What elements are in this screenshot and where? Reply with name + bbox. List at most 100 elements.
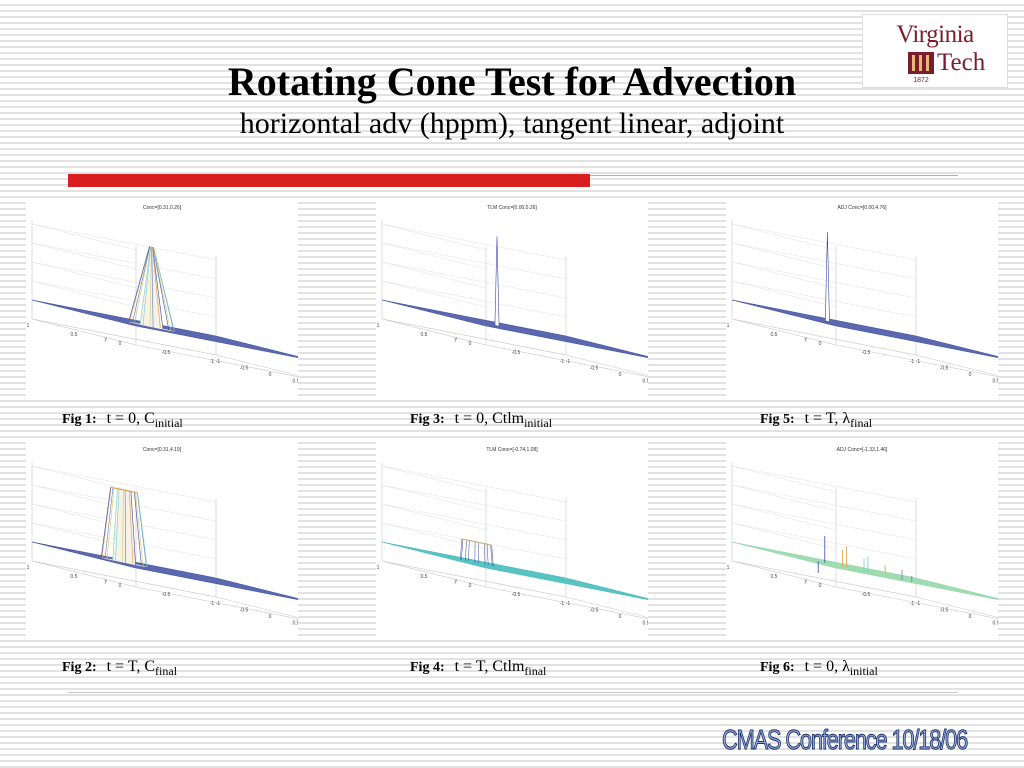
mesh-line — [125, 565, 298, 600]
grid-line — [731, 465, 917, 503]
figure-6-caption-sub: initial — [849, 664, 878, 678]
x-tick-label: -1 — [216, 601, 221, 607]
grid-line — [381, 484, 567, 522]
mesh-line — [381, 541, 487, 569]
cone-ridge — [137, 492, 148, 568]
plot-title: Conc=[0.31,4.19] — [143, 447, 182, 453]
mesh-line — [480, 324, 648, 358]
cone-ridge — [134, 246, 151, 324]
mesh-line — [135, 567, 298, 600]
y-tick-label: -0.5 — [512, 592, 521, 598]
y-tick-label: -1 — [560, 359, 565, 365]
grid-line — [731, 223, 917, 261]
mesh-line — [31, 541, 137, 569]
cone-ridge — [152, 247, 170, 330]
logo-year: 1872 — [913, 77, 929, 83]
cone-ridge — [104, 487, 114, 559]
figure-6-label: Fig 6: — [760, 660, 795, 675]
accent-red-bar — [68, 174, 590, 187]
y-tick-label: -1 — [910, 601, 915, 607]
mesh-line — [409, 547, 514, 574]
figure-5-caption-main: t = T, λ — [804, 410, 851, 427]
figure-5-plot: ADJ Conc=[0.00,4.76]43210-1-1-0.500.5110… — [726, 198, 998, 398]
spike-peak — [494, 236, 500, 327]
cone-top — [110, 486, 138, 494]
plot-group: ADJ Conc=[0.00,4.76]43210-1-1-0.500.5110… — [726, 205, 998, 385]
mesh-line — [475, 565, 648, 600]
x-tick-label: 0.5 — [293, 379, 298, 385]
mesh-line — [50, 545, 155, 572]
mesh-line — [125, 323, 298, 358]
figure-3-caption-main: t = 0, Ctlm — [454, 410, 525, 427]
x-tick-label: 0 — [269, 372, 272, 378]
cone-ridge — [112, 488, 118, 560]
y-tick-label: 0.5 — [421, 574, 428, 580]
plot-title: ADJ Conc=[-1.33,1.46] — [837, 447, 888, 453]
y-tick-label: -0.5 — [862, 350, 871, 356]
mesh-line — [41, 301, 146, 328]
cone-ridge — [137, 492, 147, 567]
grid-line — [381, 223, 567, 261]
x-tick-label: -0.5 — [590, 366, 599, 372]
title-block: Rotating Cone Test for Advection horizon… — [0, 58, 1024, 142]
figure-1-plot: Conc=[0.31,0.26]43210-1-1-0.500.5110.50-… — [26, 198, 298, 398]
figure-1-caption-main: t = 0, C — [106, 410, 155, 427]
slide-title: Rotating Cone Test for Advection — [227, 59, 797, 104]
grid-line — [31, 465, 217, 503]
box-floor — [381, 318, 648, 378]
bump-ridge — [468, 540, 470, 561]
y-tick-label: 1 — [377, 565, 380, 571]
mesh-line — [750, 303, 855, 330]
mesh-line — [50, 303, 155, 330]
cone-ridge — [106, 488, 115, 560]
box-floor — [31, 560, 298, 620]
bump-ridge — [484, 543, 486, 566]
figure-5-caption-sub: final — [850, 416, 873, 430]
cone-ridge — [153, 247, 171, 332]
mesh-line — [59, 305, 164, 332]
figure-4-caption-main: t = T, Ctlm — [454, 658, 525, 675]
y-tick-label: -0.5 — [862, 592, 871, 598]
mesh-line — [835, 325, 998, 358]
y-tick-label: -1 — [210, 601, 215, 607]
mesh-line — [381, 299, 487, 327]
x-tick-label: -1 — [916, 601, 921, 607]
y-tick-label: 0.5 — [71, 332, 78, 338]
mesh-line — [830, 566, 998, 600]
plot-group: TLM Conc=[0.00,0.26]43210-1-1-0.500.5110… — [376, 205, 648, 385]
bump-top — [461, 538, 492, 546]
mesh-line — [759, 305, 864, 332]
grid-line — [381, 522, 567, 560]
x-tick-label: 0 — [269, 614, 272, 620]
figure-1-caption: Fig 1: t = 0, Cinitial — [62, 410, 183, 431]
y-tick-label: 1 — [377, 323, 380, 329]
y-axis-label: y — [455, 336, 458, 342]
figure-2-plot: Conc=[0.31,4.19]43210-1-1-0.500.5110.50-… — [26, 440, 298, 640]
grid-line — [31, 503, 217, 541]
plot-group: Conc=[0.31,0.26]43210-1-1-0.500.5110.50-… — [26, 205, 298, 385]
university-logo: Virginia 1872 Tech — [862, 14, 1008, 88]
cone-ridge — [135, 492, 144, 567]
cone-ridge — [101, 487, 112, 558]
plot-title: TLM Conc=[-0.74,1.08] — [486, 447, 538, 453]
figure-5-caption: Fig 5: t = T, λfinal — [760, 410, 872, 431]
grid-line — [381, 280, 567, 318]
box-floor — [731, 560, 998, 620]
y-tick-label: 1 — [27, 323, 30, 329]
y-tick-label: 1 — [727, 565, 730, 571]
cone-body — [140, 246, 164, 330]
figure-3-label: Fig 3: — [410, 412, 445, 427]
bump-ridge — [459, 538, 463, 560]
figure-6-caption: Fig 6: t = 0, λinitial — [760, 658, 878, 679]
mesh-line — [409, 305, 514, 332]
mesh-line — [135, 325, 298, 358]
mesh-line — [41, 543, 146, 570]
cone-ridge — [124, 490, 127, 564]
cone-ridge — [134, 491, 142, 566]
bump-ridge — [490, 545, 493, 567]
grid-line — [731, 503, 917, 541]
mesh-line — [31, 299, 137, 327]
grid-line — [31, 261, 217, 299]
cone-ridge — [153, 247, 175, 332]
university-shield-logo-icon: 1872 — [908, 52, 934, 83]
